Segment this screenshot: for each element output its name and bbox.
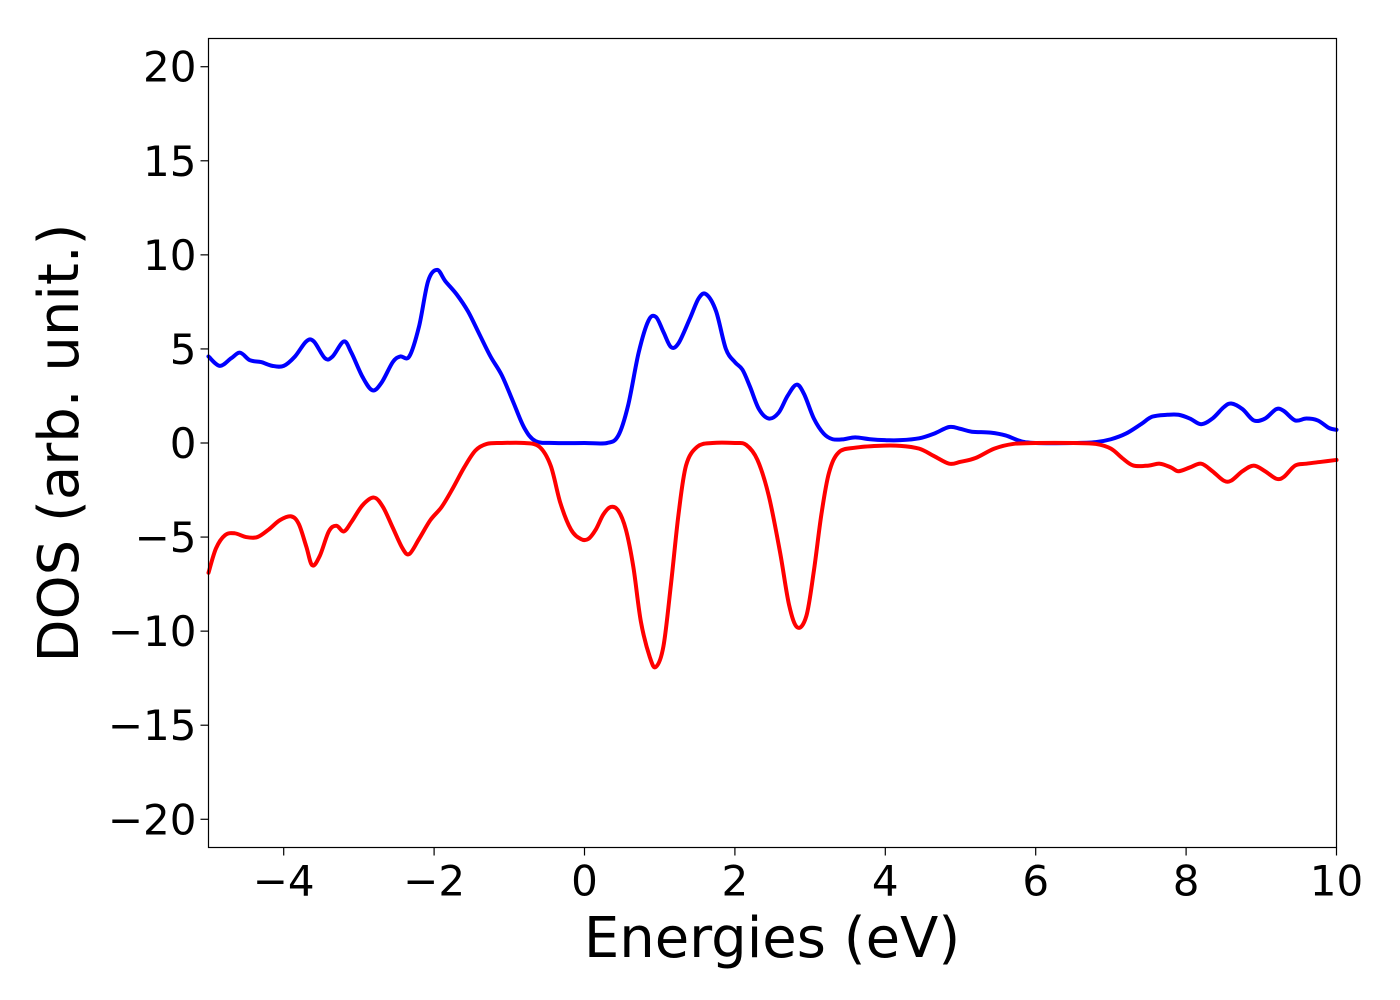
x-tick-label: 10 (1310, 857, 1363, 906)
x-tick-label: 2 (722, 857, 749, 906)
y-axis-title: DOS (arb. unit.) (27, 223, 92, 662)
series-layer (206, 267, 1339, 670)
x-tick-label: −2 (403, 857, 465, 906)
y-tick-label: 10 (143, 231, 196, 280)
x-axis-ticks: −4 −2 0 2 4 6 8 10 (253, 847, 1363, 906)
dos-curve-blue (206, 267, 1339, 446)
x-tick-label: 4 (872, 857, 899, 906)
x-tick-label: −4 (253, 857, 315, 906)
y-tick-label: 5 (170, 325, 197, 374)
x-tick-label: 6 (1022, 857, 1049, 906)
y-tick-label: −5 (135, 513, 197, 562)
y-tick-label: −10 (108, 607, 197, 656)
y-tick-label: −15 (108, 701, 197, 750)
x-tick-label: 0 (571, 857, 598, 906)
x-axis-title: Energies (eV) (584, 906, 960, 971)
plot-frame (207, 37, 1338, 849)
y-tick-label: −20 (108, 795, 197, 844)
y-axis-ticks: −20 −15 −10 −5 0 5 10 15 20 (108, 43, 209, 844)
y-tick-label: 0 (170, 419, 197, 468)
y-tick-label: 20 (143, 43, 196, 92)
dos-curve-red (206, 440, 1339, 670)
x-tick-label: 8 (1173, 857, 1200, 906)
y-tick-label: 15 (143, 137, 196, 186)
